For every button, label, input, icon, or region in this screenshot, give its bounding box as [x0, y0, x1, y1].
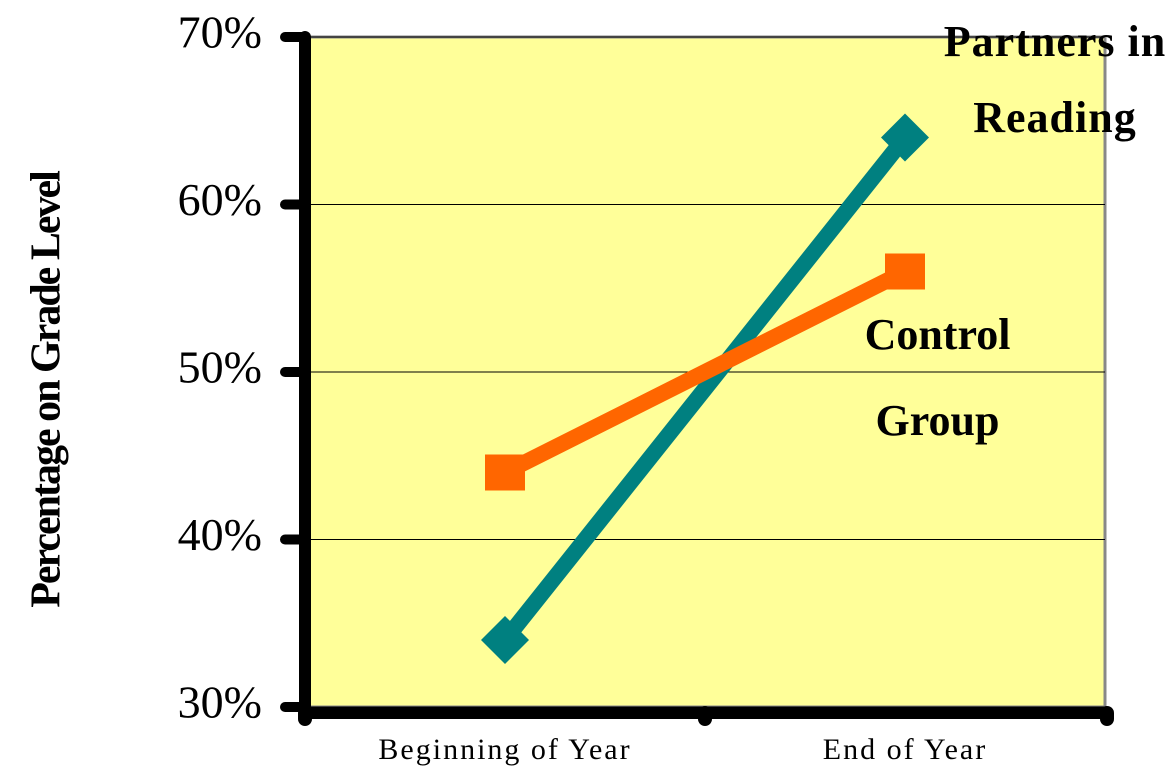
y-tick-label: 50% [178, 342, 262, 393]
y-axis-title: Percentage on Grade Level [24, 171, 70, 608]
series-label: Partners in Reading [943, 17, 1167, 142]
marker [885, 253, 925, 290]
y-tick-label: 30% [178, 677, 262, 728]
x-tick-label: Beginning of Year [378, 733, 631, 766]
series-line [498, 132, 912, 645]
y-tick-label: 70% [178, 7, 262, 58]
marker [485, 454, 525, 491]
marker [881, 113, 929, 162]
y-tick-label: 40% [178, 509, 262, 560]
x-tick-label: End of Year [823, 733, 988, 766]
y-tick-label: 60% [178, 174, 262, 225]
marker [481, 616, 529, 664]
series-label: Control Group [864, 310, 1011, 445]
series-line [501, 264, 909, 480]
